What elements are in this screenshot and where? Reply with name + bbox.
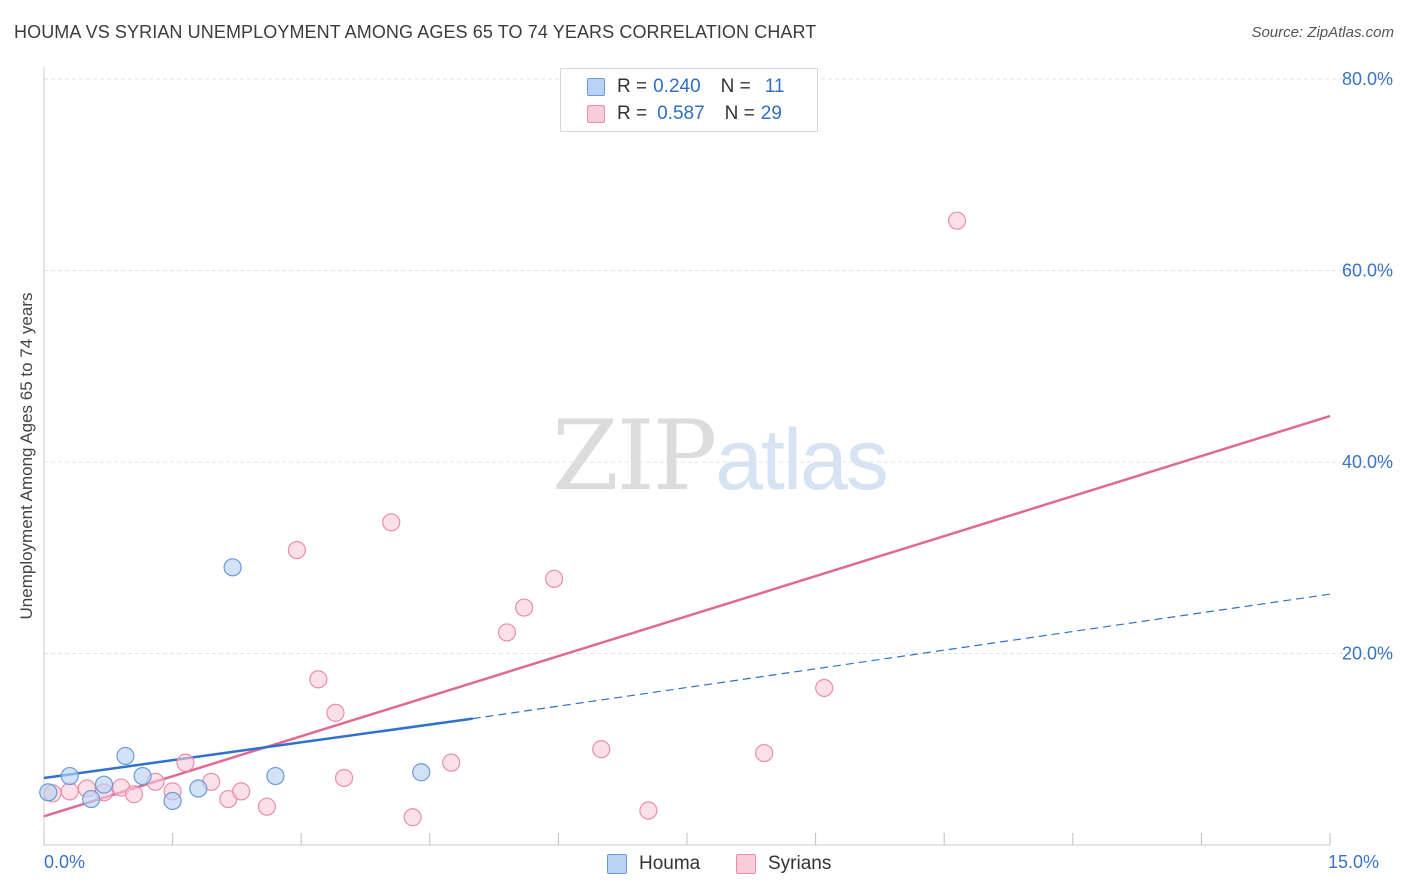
legend-row-houma: R = 0.240 N = 11	[587, 74, 785, 100]
syrians-point	[60, 782, 79, 801]
syrians-r-label: R =	[617, 103, 648, 124]
y-tick-label: 80.0%	[1342, 69, 1393, 89]
correlation-legend: R = 0.240 N = 11 R = 0.587 N = 29	[560, 68, 818, 132]
syrians-legend-label: Syrians	[768, 853, 832, 874]
syrians-point	[124, 785, 144, 804]
houma-swatch-icon	[587, 78, 605, 96]
houma-r-value: 0.240	[653, 76, 701, 97]
syrians-point	[755, 743, 774, 763]
houma-point	[223, 558, 242, 577]
houma-trend-line	[43, 717, 473, 780]
houma-point	[133, 766, 152, 786]
houma-point	[189, 779, 208, 798]
syrians-point	[442, 753, 461, 772]
houma-point	[116, 746, 135, 766]
syrians-point	[334, 768, 354, 788]
syrians-point	[947, 211, 967, 230]
houma-point	[412, 763, 431, 782]
syrians-r-value: 0.587	[657, 103, 705, 124]
syrians-point	[639, 801, 658, 820]
syrians-n-value: 29	[760, 103, 782, 124]
houma-point	[39, 783, 58, 802]
x-tick-label-max: 15.0%	[1328, 852, 1380, 872]
syrians-point	[815, 678, 834, 698]
chart-title: HOUMA VS SYRIAN UNEMPLOYMENT AMONG AGES …	[14, 22, 817, 42]
syrians-point	[592, 740, 611, 759]
houma-n-label: N =	[720, 76, 751, 97]
houma-point	[82, 789, 101, 809]
syrians-point	[176, 753, 195, 772]
houma-point	[163, 791, 182, 811]
syrians-point	[232, 782, 251, 801]
syrians-legend-swatch-icon	[736, 854, 756, 874]
houma-r-label: R =	[617, 76, 648, 97]
syrians-point	[326, 703, 345, 722]
houma-point	[60, 766, 79, 786]
source-credit: Source: ZipAtlas.com	[1251, 24, 1394, 41]
y-tick-label: 60.0%	[1342, 261, 1393, 281]
houma-point	[266, 766, 285, 786]
houma-legend-swatch-icon	[607, 854, 627, 874]
houma-n-value: 11	[764, 76, 785, 97]
x-tick-label-min: 0.0%	[44, 852, 86, 872]
syrians-point	[309, 670, 328, 689]
syrians-swatch-icon	[587, 105, 605, 123]
y-tick-label: 20.0%	[1342, 644, 1393, 664]
syrians-point	[287, 540, 307, 560]
syrians-point	[257, 797, 277, 816]
syrians-point	[382, 513, 401, 532]
syrians-n-label: N =	[724, 103, 755, 124]
syrians-point	[403, 808, 422, 827]
syrians-point	[545, 569, 564, 588]
bottom-legend-houma: Houma	[607, 852, 700, 876]
syrians-point	[515, 598, 534, 617]
y-tick-label: 40.0%	[1342, 452, 1393, 472]
houma-legend-label: Houma	[639, 853, 701, 874]
houma-point	[94, 775, 114, 794]
houma-trend-extension	[472, 593, 1331, 720]
bottom-legend-syrians: Syrians	[736, 852, 831, 876]
syrians-point	[497, 623, 517, 642]
legend-row-syrians: R = 0.587 N = 29	[587, 101, 782, 127]
syrians-trend-line	[43, 414, 1331, 818]
